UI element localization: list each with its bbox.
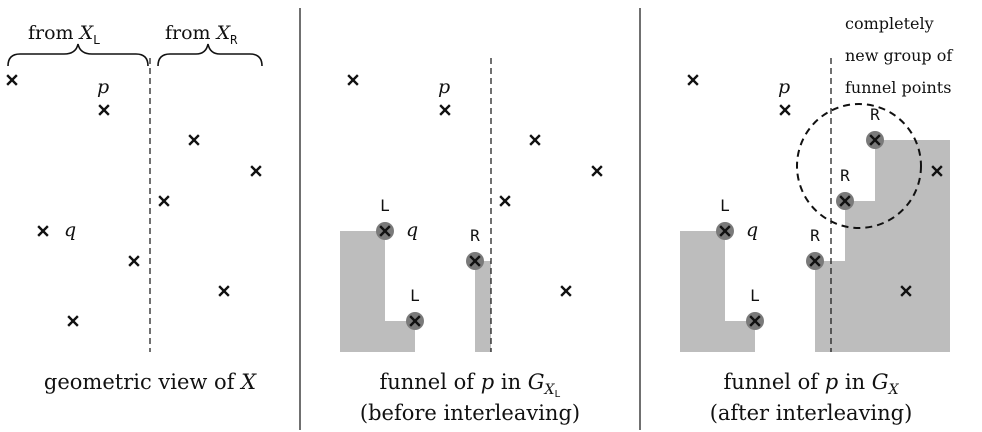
caption-panel-1: geometric view of X xyxy=(44,370,257,394)
tag-L: L xyxy=(720,196,730,215)
label-p: p xyxy=(778,76,790,98)
brace-right xyxy=(157,43,263,67)
funnel-point-q-marker xyxy=(719,225,731,237)
point-marker xyxy=(591,165,603,177)
label-q: q xyxy=(746,219,758,241)
funnel-point-r-marker xyxy=(469,255,481,267)
funnel-point-r3-marker xyxy=(869,134,881,146)
funnel-region-left xyxy=(340,231,415,352)
panel-funnel-after: L L R R R p q completely new group of fu… xyxy=(680,14,953,425)
funnel-point-r2-marker xyxy=(839,195,851,207)
brace-left-label: from XL xyxy=(28,22,100,47)
brace-left xyxy=(7,43,149,67)
brace-right-label: from XR xyxy=(165,22,238,47)
note-line-1: completely xyxy=(845,14,934,33)
caption-panel-3-line2: (after interleaving) xyxy=(710,401,913,425)
caption-panel-2-line2: (before interleaving) xyxy=(360,401,580,425)
panel-funnel-before: L L R p q funnel of p in GXL (before int… xyxy=(340,58,603,425)
caption-panel-2-line1: funnel of p in GXL xyxy=(379,370,560,400)
label-q: q xyxy=(406,219,418,241)
point-marker xyxy=(188,134,200,146)
tag-R: R xyxy=(840,166,850,185)
note-line-3: funnel points xyxy=(845,78,951,97)
funnel-point-q-marker xyxy=(379,225,391,237)
new-group-circle xyxy=(796,103,922,229)
funnel-point-l2-marker xyxy=(749,315,761,327)
label-p: p xyxy=(438,76,450,98)
point-marker xyxy=(250,165,262,177)
point-marker xyxy=(931,165,943,177)
tag-L: L xyxy=(410,286,420,305)
tag-R: R xyxy=(870,105,880,124)
funnel-point-r1-marker xyxy=(809,255,821,267)
point-marker xyxy=(499,195,511,207)
point-q-marker xyxy=(37,225,49,237)
point-p-marker xyxy=(779,104,791,116)
point-marker xyxy=(347,74,359,86)
point-marker xyxy=(67,315,79,327)
caption-panel-3-line1: funnel of p in GX xyxy=(723,370,899,398)
label-p: p xyxy=(97,76,109,98)
note-line-2: new group of xyxy=(845,46,953,65)
point-marker xyxy=(687,74,699,86)
funnel-region-right xyxy=(815,140,950,352)
funnel-region-left xyxy=(680,231,755,352)
point-p-marker xyxy=(98,104,110,116)
point-marker xyxy=(218,285,230,297)
label-q: q xyxy=(64,219,76,241)
point-marker xyxy=(6,74,18,86)
funnel-point-l2-marker xyxy=(409,315,421,327)
tag-R: R xyxy=(470,226,480,245)
tag-L: L xyxy=(380,196,390,215)
tag-R: R xyxy=(810,226,820,245)
point-marker xyxy=(560,285,572,297)
point-marker xyxy=(128,255,140,267)
panel-geometric-view: from XL from XR p q geometric view of X xyxy=(6,22,263,394)
point-marker xyxy=(158,195,170,207)
point-marker xyxy=(529,134,541,146)
point-p-marker xyxy=(439,104,451,116)
funnel-region-right xyxy=(475,261,491,352)
tag-L: L xyxy=(750,286,760,305)
point-marker xyxy=(900,285,912,297)
